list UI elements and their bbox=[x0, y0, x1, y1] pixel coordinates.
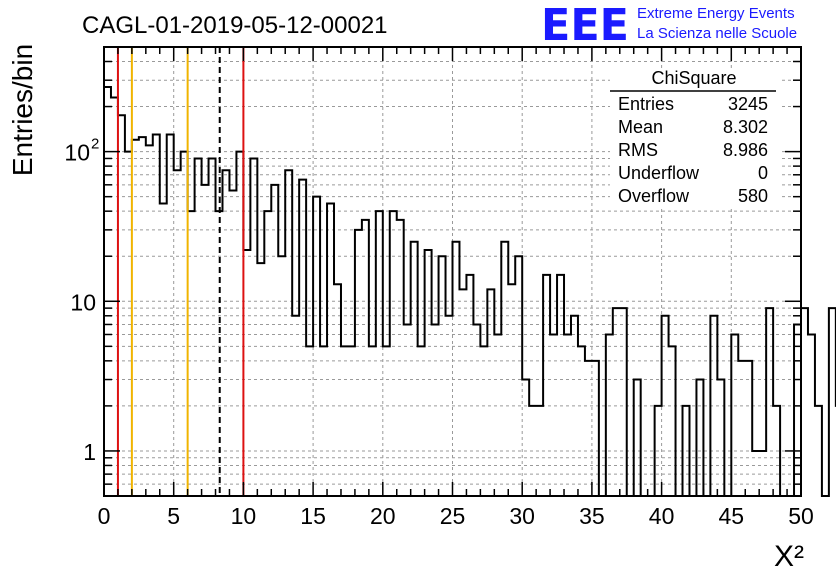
stats-value: 8.986 bbox=[723, 140, 768, 160]
logo-line-2: La Scienza nelle Scuole bbox=[637, 25, 797, 42]
stats-value: 580 bbox=[738, 186, 768, 206]
stats-label: Underflow bbox=[618, 163, 700, 183]
x-tick-label: 0 bbox=[98, 503, 111, 529]
eee-logo-mark: EEE bbox=[541, 0, 629, 51]
x-tick-label: 5 bbox=[167, 503, 180, 529]
stats-title: ChiSquare bbox=[651, 68, 736, 88]
stats-label: RMS bbox=[618, 140, 658, 160]
histogram-line bbox=[104, 86, 836, 497]
y-axis-label: Entries/bin bbox=[7, 44, 38, 176]
stats-label: Overflow bbox=[618, 186, 690, 206]
vertical-marker-lines bbox=[116, 47, 245, 496]
x-tick-label: 15 bbox=[300, 503, 326, 529]
axis-ticks bbox=[103, 46, 802, 497]
y-tick-label: 10 bbox=[70, 289, 96, 315]
x-tick-label: 40 bbox=[649, 503, 675, 529]
x-axis-label: X² bbox=[774, 540, 804, 572]
y-tick-label-exponent: 2 bbox=[91, 136, 99, 153]
x-tick-label: 25 bbox=[440, 503, 466, 529]
stats-value: 3245 bbox=[728, 94, 768, 114]
eee-logo: EEE Extreme Energy Events La Scienza nel… bbox=[541, 0, 797, 51]
y-tick-label: 1 bbox=[83, 439, 96, 465]
run-title: CAGL-01-2019-05-12-00021 bbox=[82, 12, 388, 39]
x-tick-label: 35 bbox=[579, 503, 605, 529]
x-tick-labels: 0 5 10 15 20 25 30 35 40 45 50 bbox=[98, 503, 814, 529]
stats-label: Mean bbox=[618, 117, 663, 137]
x-tick-label: 10 bbox=[231, 503, 257, 529]
stats-value: 8.302 bbox=[723, 117, 768, 137]
stats-label: Entries bbox=[618, 94, 674, 114]
x-tick-label: 45 bbox=[719, 503, 745, 529]
logo-line-1: Extreme Energy Events bbox=[637, 5, 795, 22]
x-tick-label: 50 bbox=[788, 503, 814, 529]
x-tick-label: 30 bbox=[509, 503, 535, 529]
stats-box: ChiSquare Entries 3245 Mean 8.302 RMS 8.… bbox=[610, 68, 780, 208]
stats-value: 0 bbox=[758, 163, 768, 183]
x-tick-label: 20 bbox=[370, 503, 396, 529]
y-tick-label: 10 bbox=[64, 140, 90, 166]
